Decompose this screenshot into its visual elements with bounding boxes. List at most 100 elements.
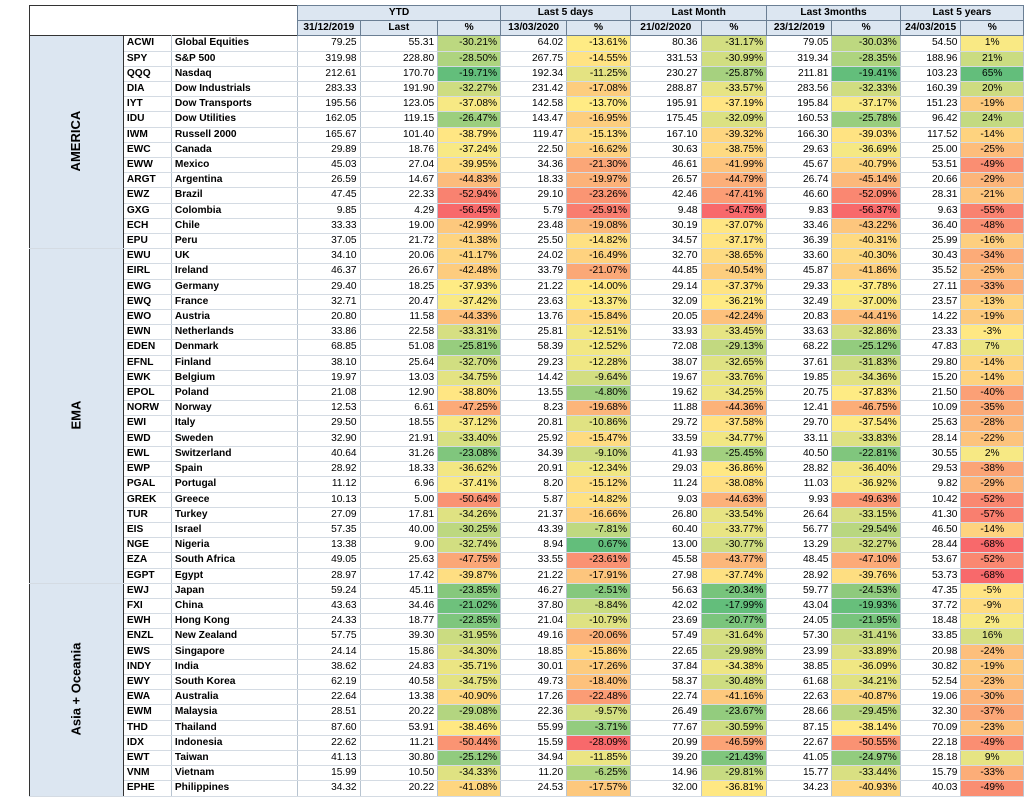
value-cell: 29.33: [766, 279, 833, 295]
ticker-cell: EFNL: [122, 355, 172, 371]
header-col-1: Last: [359, 20, 439, 37]
table-row: EMA EWU UK 34.10 20.06 -41.17% 24.02 -16.49% 32.…: [29, 248, 1024, 584]
value-cell: 52.54: [899, 674, 962, 691]
value-cell: 38.10: [297, 355, 361, 371]
name-cell: Switzerland: [170, 446, 299, 463]
table-row: DIA Dow Industrials 283.33 191.90 -32.27% 231…: [30, 81, 1024, 98]
region-label-cell: AMERICA: [29, 35, 124, 250]
percent-cell: -19.41%: [831, 66, 901, 83]
percent-cell: -47.75%: [437, 552, 502, 569]
value-cell: 39.30: [359, 628, 439, 645]
value-cell: 11.21: [359, 735, 439, 751]
value-cell: 25.63: [359, 552, 439, 569]
percent-cell: -21%: [960, 187, 1024, 204]
value-cell: 13.00: [630, 537, 702, 554]
value-cell: 22.63: [766, 689, 833, 706]
percent-cell: -33.83%: [831, 431, 901, 447]
value-cell: 49.05: [297, 552, 361, 569]
percent-cell: -9%: [960, 598, 1024, 615]
percent-cell: -52%: [960, 492, 1024, 508]
percent-cell: -14.00%: [566, 279, 632, 295]
value-cell: 195.84: [766, 96, 833, 113]
percent-cell: 1%: [960, 35, 1024, 52]
value-cell: 15.20: [899, 370, 962, 387]
name-cell: Ireland: [170, 263, 299, 280]
value-cell: 53.51: [899, 157, 962, 174]
value-cell: 25.63: [899, 415, 962, 432]
value-cell: 29.53: [899, 461, 962, 478]
value-cell: 61.68: [766, 674, 833, 691]
value-cell: 40.64: [297, 446, 361, 463]
value-cell: 87.15: [766, 720, 833, 736]
value-cell: 22.67: [766, 735, 833, 751]
percent-cell: -34.38%: [700, 659, 768, 675]
percent-cell: -37%: [960, 704, 1024, 721]
table-row: EFNL Finland 38.10 25.64 -32.70% 29.23 -12.28%…: [30, 355, 1024, 371]
percent-cell: -42.99%: [437, 218, 502, 235]
percent-cell: -35.71%: [437, 659, 502, 675]
ticker-cell: THD: [122, 720, 172, 736]
percent-cell: -19.93%: [831, 598, 901, 615]
name-cell: Portugal: [170, 476, 299, 493]
percent-cell: -23.26%: [566, 187, 632, 204]
performance-table-container: YTD Last 5 days Last Month Last 3months Last…: [29, 4, 1024, 797]
percent-cell: -44.83%: [437, 172, 502, 189]
value-cell: 20.83: [766, 309, 833, 326]
table-row: EIRL Ireland 46.37 26.67 -42.48% 33.79 -21.07%…: [30, 263, 1024, 280]
value-cell: 5.79: [500, 203, 568, 219]
value-cell: 60.40: [630, 522, 702, 539]
percent-cell: -36.21%: [700, 294, 768, 311]
value-cell: 28.44: [899, 537, 962, 554]
ticker-cell: QQQ: [122, 66, 172, 83]
value-cell: 57.49: [630, 628, 702, 645]
value-cell: 58.39: [500, 339, 568, 356]
value-cell: 211.81: [766, 66, 833, 83]
value-cell: 49.16: [500, 628, 568, 645]
value-cell: 34.23: [766, 780, 833, 797]
percent-cell: -19%: [960, 309, 1024, 326]
percent-cell: -22.85%: [437, 613, 502, 630]
percent-cell: -21.43%: [700, 750, 768, 767]
percent-cell: -17.57%: [566, 780, 632, 797]
value-cell: 24.53: [500, 780, 568, 797]
percent-cell: -44.79%: [700, 172, 768, 189]
header-blank: [29, 5, 124, 21]
value-cell: 33.93: [630, 324, 702, 341]
value-cell: 34.36: [500, 157, 568, 174]
table-row: EWL Switzerland 40.64 31.26 -23.08% 34.39 -9.1…: [30, 446, 1024, 463]
value-cell: 32.71: [297, 294, 361, 311]
percent-cell: -29%: [960, 172, 1024, 189]
value-cell: 20.66: [899, 172, 962, 189]
name-cell: S&P 500: [170, 51, 299, 67]
table-row: EIS Israel 57.35 40.00 -30.25% 43.39 -7.81% 60.…: [30, 522, 1024, 539]
value-cell: 319.34: [766, 51, 833, 67]
percent-cell: -8.84%: [566, 598, 632, 615]
percent-cell: -44.33%: [437, 309, 502, 326]
value-cell: 36.39: [766, 233, 833, 250]
value-cell: 45.67: [766, 157, 833, 174]
value-cell: 26.67: [359, 263, 439, 280]
value-cell: 267.75: [500, 51, 568, 67]
percent-cell: -33.77%: [700, 522, 768, 539]
percent-cell: -23.85%: [437, 582, 502, 599]
table-row: EWS Singapore 24.14 15.86 -34.30% 18.85 -15.86…: [30, 644, 1024, 660]
value-cell: 27.98: [630, 568, 702, 584]
value-cell: 37.61: [766, 355, 833, 371]
percent-cell: -37.78%: [831, 279, 901, 295]
table-row: IWM Russell 2000 165.67 101.40 -38.79% 119.47…: [30, 127, 1024, 143]
percent-cell: -19.08%: [566, 218, 632, 235]
percent-cell: -14%: [960, 370, 1024, 387]
value-cell: 32.30: [899, 704, 962, 721]
name-cell: Brazil: [170, 187, 299, 204]
value-cell: 32.09: [630, 294, 702, 311]
value-cell: 9.63: [899, 203, 962, 219]
header-blank: [123, 20, 172, 36]
percent-cell: -56.37%: [831, 203, 901, 219]
value-cell: 23.99: [766, 644, 833, 660]
value-cell: 19.85: [766, 370, 833, 387]
value-cell: 24.02: [500, 248, 568, 265]
value-cell: 37.80: [500, 598, 568, 615]
value-cell: 18.77: [359, 613, 439, 630]
value-cell: 43.63: [297, 598, 361, 615]
table-row: SPY S&P 500 319.98 228.80 -28.50% 267.75 -14.5…: [30, 51, 1024, 67]
